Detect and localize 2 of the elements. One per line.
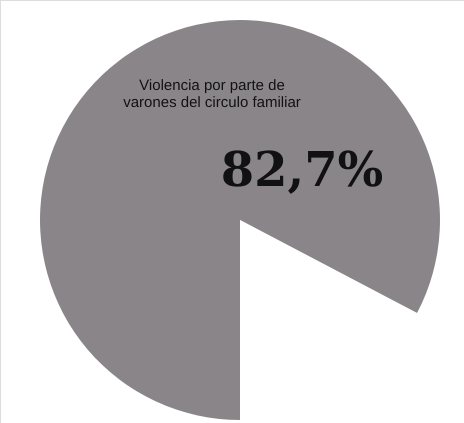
data-label: 82,7% [220, 142, 384, 198]
slice-label: Violencia por parte de varones del circulo familiar [123, 77, 301, 111]
